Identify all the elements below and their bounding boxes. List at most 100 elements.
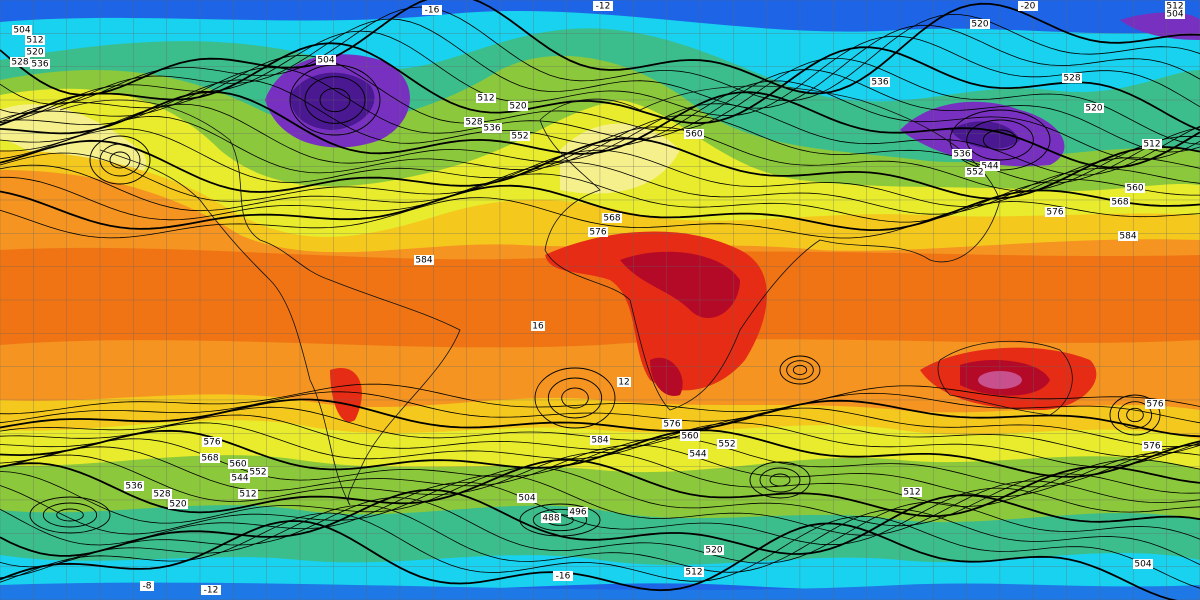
shade-darkred: [620, 251, 1050, 396]
contour-label-text: 528: [465, 118, 482, 128]
contour-label-text: 504: [13, 26, 30, 36]
contour-label-text: 520: [169, 500, 186, 510]
contour-label-text: 528: [11, 58, 28, 68]
contour-label-text: -12: [596, 2, 611, 12]
label-background: [588, 227, 608, 237]
contour-line: [0, 488, 1200, 557]
contour-label-text: 16: [532, 322, 544, 332]
contour-line: [0, 451, 1200, 507]
label-background: [531, 321, 545, 331]
contour-label-text: 488: [542, 514, 559, 524]
contour-label-text: 584: [591, 436, 608, 446]
contour-label: 520: [25, 47, 45, 58]
label-background: [1045, 207, 1065, 217]
contour-closed: [561, 387, 589, 409]
contour-label: 576: [1142, 441, 1162, 452]
coastlines: [59, 85, 1073, 506]
contour-label-text: 584: [1119, 232, 1136, 242]
label-background: [201, 585, 221, 595]
contour-closed: [532, 508, 588, 532]
contour-label: 512: [1165, 1, 1185, 12]
contour-label-text: -16: [556, 572, 571, 582]
label-background: [980, 161, 1000, 171]
contour-line: [0, 197, 1200, 239]
contour-label: 504: [12, 25, 32, 36]
label-background: [680, 431, 700, 441]
contour-closed: [547, 377, 603, 419]
contour-label: -8: [140, 581, 154, 592]
contour-label: 496: [568, 507, 588, 518]
label-background: [593, 1, 613, 11]
label-background: [553, 571, 573, 581]
contour-line: [0, 474, 1200, 536]
label-background: [1118, 231, 1138, 241]
contour-label: 584: [414, 255, 434, 266]
contour-label: 560: [680, 431, 700, 442]
contour-closed: [769, 473, 791, 487]
label-background: [970, 19, 990, 29]
label-background: [316, 55, 336, 65]
label-background: [25, 47, 45, 57]
contour-label: 576: [202, 437, 222, 448]
contour-closed: [56, 508, 84, 522]
contour-label: 12: [617, 377, 631, 388]
contour-line: [0, 18, 1200, 114]
contour-closed: [29, 496, 111, 534]
contour-label-text: 512: [1166, 2, 1183, 12]
label-background: [25, 35, 45, 45]
label-background: [248, 467, 268, 477]
contour-label-text: -20: [1021, 2, 1036, 12]
contour-line: [0, 383, 1200, 415]
contour-label-text: 512: [1143, 140, 1160, 150]
contour-label-text: 552: [718, 440, 735, 450]
contour-line: [0, 466, 1200, 527]
contour-label-text: 552: [966, 168, 983, 178]
contour-closed: [534, 367, 616, 429]
label-background: [510, 131, 530, 141]
contour-line: [0, 444, 1200, 498]
contour-label: 520: [168, 499, 188, 510]
contour-label: -12: [201, 585, 221, 596]
contour-label-text: 568: [201, 454, 218, 464]
label-background: [1133, 559, 1153, 569]
contour-label-text: 544: [231, 474, 248, 484]
label-background: [1165, 1, 1185, 11]
contour-label-text: 576: [1046, 208, 1063, 218]
contour-label: -20: [1018, 1, 1038, 12]
contour-closed: [966, 119, 1034, 161]
coast-afroeurasia: [539, 85, 1001, 411]
contour-label-text: 504: [1166, 10, 1183, 20]
contour-label: 552: [965, 167, 985, 178]
label-background: [688, 449, 708, 459]
label-background: [482, 123, 502, 133]
contour-line: [0, 161, 1200, 215]
contour-line: [0, 398, 1200, 438]
contour-label-text: 512: [477, 94, 494, 104]
contour-label: 576: [1145, 399, 1165, 410]
label-background: [684, 129, 704, 139]
contour-label: 560: [228, 459, 248, 470]
contour-label: 504: [1165, 9, 1185, 20]
contour-label-text: 504: [317, 56, 334, 66]
contour-label-text: 560: [685, 130, 702, 140]
contour-label: -16: [553, 571, 573, 582]
contour-label: 520: [704, 545, 724, 556]
contour-label-text: 568: [603, 214, 620, 224]
contour-label: 512: [684, 567, 704, 578]
contour-line: [0, 42, 1200, 132]
label-background: [1084, 103, 1104, 113]
contour-label-text: -16: [425, 6, 440, 16]
contour-closed: [304, 76, 366, 124]
contour-label: 576: [588, 227, 608, 238]
contour-label-text: 504: [1134, 560, 1151, 570]
label-background: [230, 473, 250, 483]
contour-line: [0, 504, 1200, 579]
contour-label-text: 552: [511, 132, 528, 142]
contour-label-text: 512: [26, 36, 43, 46]
contour-label: 520: [970, 19, 990, 30]
label-background: [1165, 9, 1185, 19]
contour-label: 552: [717, 439, 737, 450]
contour-label: 544: [230, 473, 250, 484]
label-background: [464, 117, 484, 127]
contour-label: 584: [590, 435, 610, 446]
